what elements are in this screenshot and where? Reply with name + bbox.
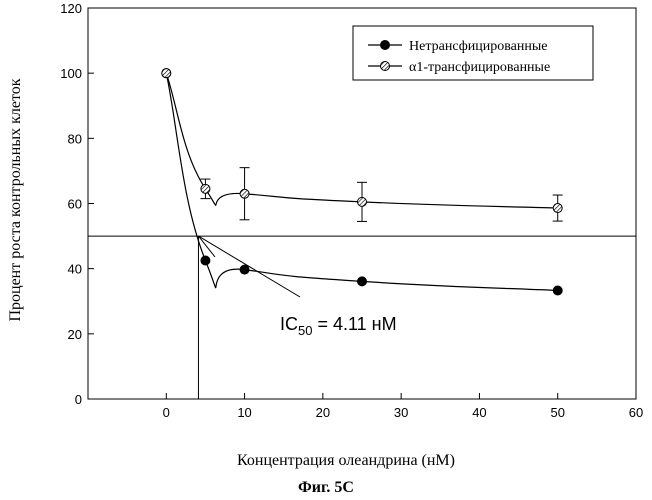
data-point	[200, 255, 211, 266]
x-tick-label: 20	[316, 405, 330, 420]
reference-lines	[88, 235, 636, 399]
x-tick-label: 60	[629, 405, 643, 420]
data-point	[200, 183, 211, 194]
y-tick-label: 20	[68, 327, 82, 342]
legend-label-transfected: α1-трансфицированные	[409, 60, 550, 75]
ic50-arrows	[198, 235, 301, 298]
series-layer	[161, 68, 563, 296]
y-tick-label: 0	[75, 392, 82, 407]
x-axis-title: Концентрация олеандрина (нМ)	[237, 452, 455, 469]
ic50-pointer-line	[198, 235, 301, 298]
y-tick-label: 60	[68, 197, 82, 212]
figure-caption: Фиг. 5С	[298, 479, 354, 496]
y-tick-label: 80	[68, 131, 82, 146]
ic50-pointer-line	[198, 235, 216, 258]
ic50-value: = 4.11 нМ	[312, 314, 396, 334]
legend: Нетрансфицированные α1-трансфицированные	[352, 25, 594, 81]
y-tick-label: 40	[68, 262, 82, 277]
legend-box	[352, 25, 594, 81]
x-tick-label: 10	[237, 405, 251, 420]
y-axis-title: Процент роста контрольных клеток	[7, 78, 24, 321]
data-point	[552, 285, 563, 296]
x-tick-label: 40	[472, 405, 486, 420]
ic50-main: IC	[280, 314, 298, 334]
x-tick-label: 50	[550, 405, 564, 420]
data-point	[239, 264, 250, 275]
legend-marker-untransfected	[380, 40, 390, 50]
data-point	[552, 203, 563, 214]
x-tick-label: 30	[394, 405, 408, 420]
data-point	[239, 188, 250, 199]
data-point	[161, 68, 172, 79]
y-tick-label: 100	[60, 66, 82, 81]
legend-label-untransfected: Нетрансфицированные	[409, 39, 548, 54]
data-point	[357, 196, 367, 207]
legend-marker-transfected	[380, 61, 390, 71]
x-tick-label: 0	[163, 405, 170, 420]
ic50-sub: 50	[298, 323, 312, 338]
ic50-label: IC50 = 4.11 нМ	[280, 314, 397, 338]
y-tick-label: 120	[60, 1, 82, 16]
data-point	[357, 276, 367, 287]
y-axis: 0 20 40 60 80 100 120	[60, 1, 94, 407]
x-axis: 0 10 20 30 40 50 60	[163, 393, 643, 420]
